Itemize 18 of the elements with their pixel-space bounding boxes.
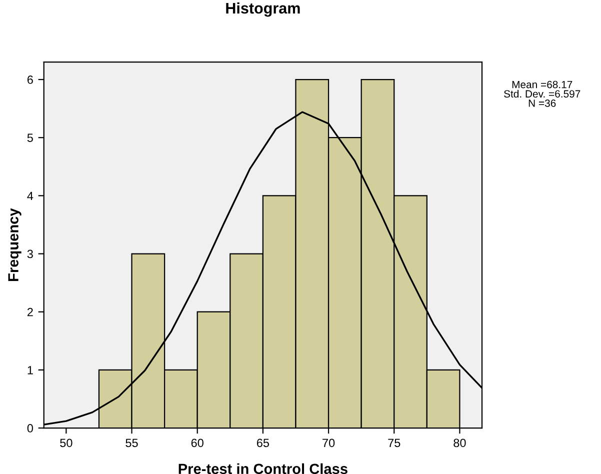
x-tick-label: 55 xyxy=(126,438,138,448)
x-tick-label: 70 xyxy=(322,438,335,448)
chart-title: Histogram xyxy=(226,2,300,17)
y-tick-label: 2 xyxy=(27,308,33,316)
x-tick-label: 50 xyxy=(60,438,72,448)
text: Mean =68.17 Std. Dev. =6.597 N =36 xyxy=(504,80,580,107)
y-tick-label: 0 xyxy=(27,424,33,432)
y-tick-label: 4 xyxy=(27,192,34,200)
x-tick-label: 75 xyxy=(388,438,400,448)
y-tick-label: 5 xyxy=(27,134,33,142)
y-tick-label: 3 xyxy=(27,250,33,258)
y-tick-label: 6 xyxy=(27,76,33,84)
x-axis-title: Pre-test in Control Class xyxy=(178,463,348,474)
x-tick-label: 80 xyxy=(454,438,466,448)
y-tick-label: 1 xyxy=(28,366,33,374)
y-axis-title: Frequency xyxy=(8,208,22,281)
x-tick-label: 65 xyxy=(256,438,270,448)
x-tick-label: 60 xyxy=(191,438,204,448)
